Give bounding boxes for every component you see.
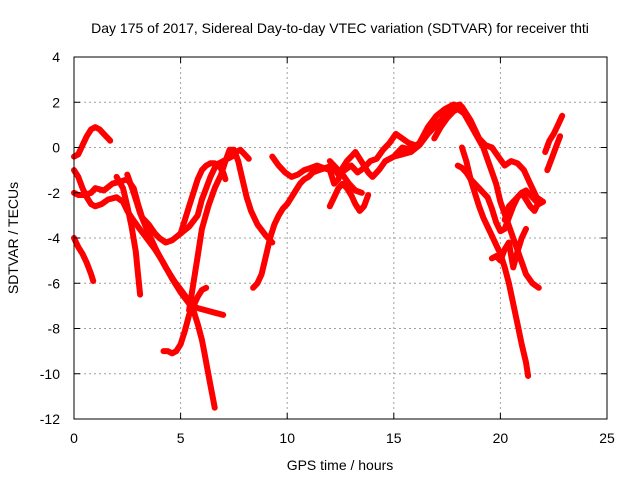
series-arc-o <box>431 106 542 291</box>
series-arc-e <box>113 173 144 298</box>
series-arc-j <box>250 130 419 291</box>
y-axis-label: SDTVAR / TECUs <box>5 182 21 294</box>
series-arc-a <box>71 124 114 160</box>
series-arc-m <box>326 158 365 196</box>
series-arc-t <box>542 112 566 155</box>
x-tick-label: 15 <box>386 430 402 446</box>
series-arc-l <box>326 180 372 214</box>
series-arc-r <box>488 225 529 271</box>
data-series <box>71 101 566 411</box>
x-tick-label: 5 <box>177 430 185 446</box>
chart-title: Day 175 of 2017, Sidereal Day-to-day VTE… <box>91 20 589 36</box>
y-tick-label: -10 <box>40 366 60 382</box>
series-arc-s <box>501 189 542 223</box>
x-tick-label: 25 <box>599 430 615 446</box>
series-arc-h <box>177 160 229 237</box>
y-tick-label: -4 <box>48 230 61 246</box>
series-arc-i <box>186 146 276 314</box>
x-tick-label: 0 <box>70 430 78 446</box>
series-arc-g <box>160 284 210 357</box>
series-arc-k <box>269 101 463 187</box>
axis-ticks: 0 5 10 15 20 25 -12 -10 -8 -6 -4 -2 0 2 4 <box>40 49 615 446</box>
grid <box>74 57 607 419</box>
y-tick-label: 4 <box>52 49 60 65</box>
y-tick-label: 0 <box>52 140 60 156</box>
series-arc-b <box>71 235 97 284</box>
x-tick-label: 10 <box>279 430 295 446</box>
y-tick-label: 2 <box>52 94 60 110</box>
y-tick-label: -6 <box>48 275 61 291</box>
x-tick-label: 20 <box>493 430 509 446</box>
y-tick-label: -12 <box>40 411 60 427</box>
series-arc-u <box>544 133 564 174</box>
series-arc-q <box>454 162 546 235</box>
y-tick-label: -8 <box>48 321 61 337</box>
x-axis-label: GPS time / hours <box>287 457 394 473</box>
y-tick-label: -2 <box>48 185 61 201</box>
series-arc-p <box>459 144 532 379</box>
